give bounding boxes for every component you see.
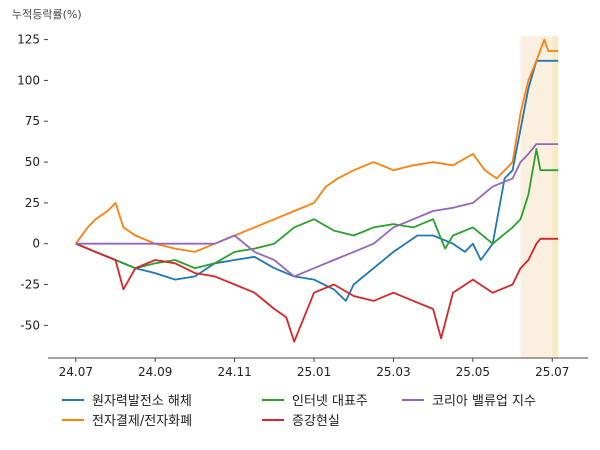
x-tick-label: 24.11 bbox=[217, 365, 251, 379]
legend-label: 증강현실 bbox=[292, 414, 340, 429]
y-tick-label: -50 bbox=[20, 318, 40, 332]
series-line-5 bbox=[75, 143, 559, 278]
highlight-band-inner bbox=[552, 36, 559, 358]
legend-item: 인터넷 대표주 bbox=[262, 390, 368, 409]
unit-label: 누적등락률(%) bbox=[12, 8, 82, 21]
y-tick-label: 75 bbox=[25, 114, 40, 128]
legend-item: 코리아 밸류업 지수 bbox=[402, 390, 536, 409]
series-line-3 bbox=[75, 148, 559, 270]
y-tick-label: 0 bbox=[32, 237, 40, 251]
legend-swatch bbox=[262, 398, 284, 401]
series-line-2 bbox=[75, 38, 559, 253]
legend-swatch bbox=[62, 418, 84, 421]
y-tick-label: -25 bbox=[20, 278, 40, 292]
series-line-4 bbox=[75, 237, 559, 343]
y-tick-label: 50 bbox=[25, 155, 40, 169]
legend-item: 증강현실 bbox=[262, 410, 340, 429]
x-tick-label: 25.05 bbox=[456, 365, 490, 379]
y-tick-label: 25 bbox=[25, 196, 40, 210]
legend-label: 인터넷 대표주 bbox=[292, 394, 368, 409]
x-tick-label: 24.09 bbox=[138, 365, 172, 379]
legend-swatch bbox=[262, 418, 284, 421]
legend-swatch bbox=[402, 398, 424, 401]
y-tick-label: 125 bbox=[17, 33, 40, 47]
x-tick-label: 25.07 bbox=[535, 365, 569, 379]
x-tick-label: 25.03 bbox=[376, 365, 410, 379]
legend-label: 전자결제/전자화폐 bbox=[92, 414, 193, 429]
x-tick-label: 25.01 bbox=[297, 365, 331, 379]
legend-item: 원자력발전소 해체 bbox=[62, 390, 192, 409]
y-tick-label: 100 bbox=[17, 73, 40, 87]
x-tick-label: 24.07 bbox=[59, 365, 93, 379]
legend-label: 코리아 밸류업 지수 bbox=[432, 394, 536, 409]
series-line-1 bbox=[75, 59, 559, 302]
legend-label: 원자력발전소 해체 bbox=[92, 394, 192, 409]
legend-item: 전자결제/전자화폐 bbox=[62, 410, 192, 429]
legend-swatch bbox=[62, 398, 84, 401]
